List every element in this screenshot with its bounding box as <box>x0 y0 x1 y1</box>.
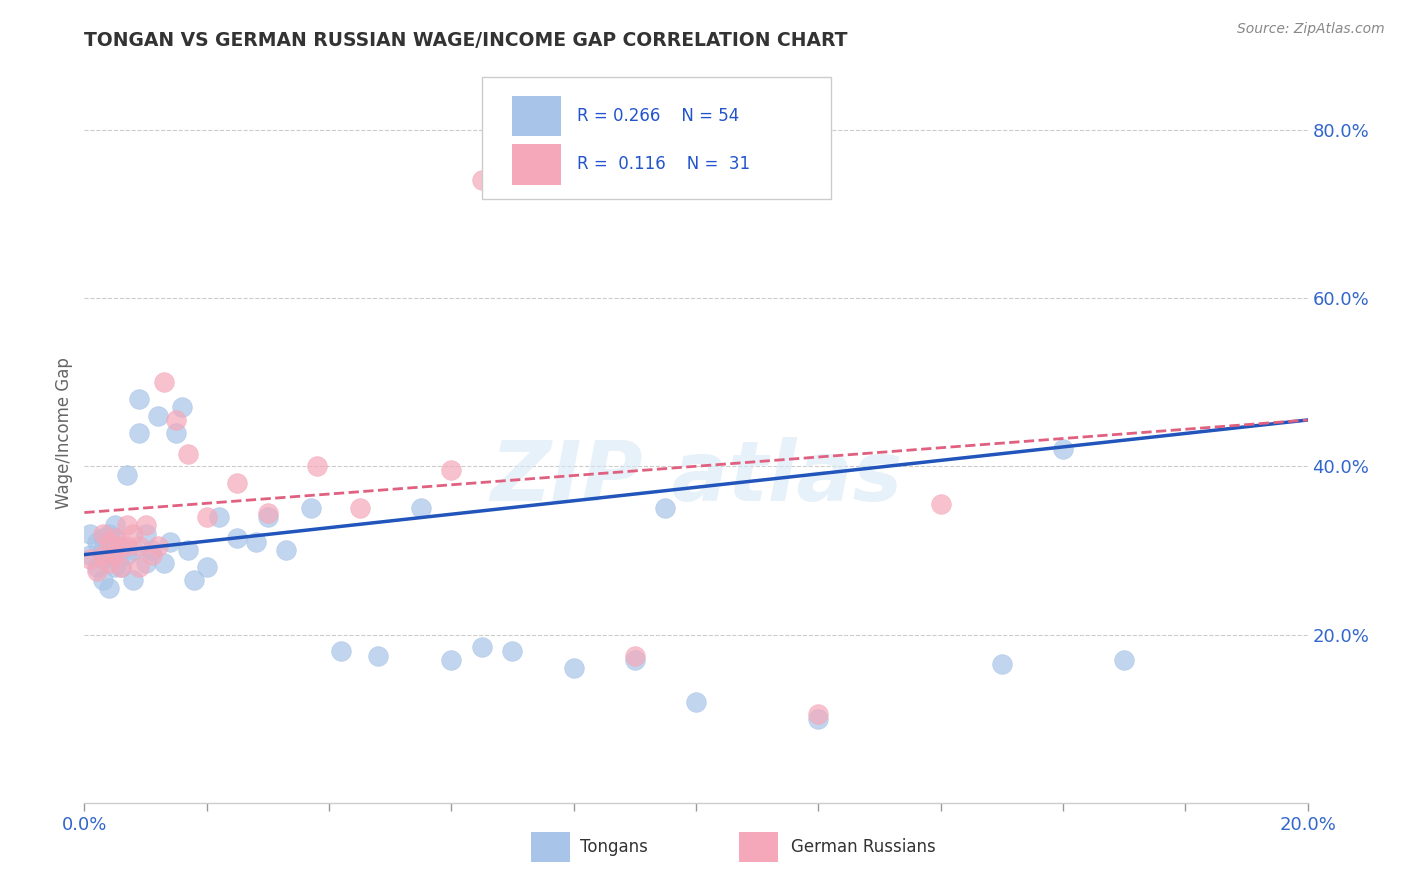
Point <box>440 463 463 477</box>
Point <box>177 447 200 461</box>
Point <box>97 535 120 549</box>
FancyBboxPatch shape <box>482 78 831 200</box>
Point <box>654 501 676 516</box>
Point <box>146 539 169 553</box>
Point <box>86 535 108 549</box>
Point <box>502 644 524 658</box>
Bar <box>513 144 561 185</box>
Point <box>97 581 120 595</box>
Point <box>79 548 101 562</box>
Point <box>409 501 432 516</box>
Point <box>115 548 138 562</box>
Point <box>104 543 127 558</box>
Point <box>91 526 114 541</box>
Point <box>128 425 150 440</box>
Point <box>471 173 494 187</box>
Point <box>110 539 132 553</box>
Point <box>276 543 298 558</box>
Point <box>165 425 187 440</box>
Point <box>141 543 163 558</box>
Bar <box>513 95 561 136</box>
Point <box>128 560 150 574</box>
Point <box>110 560 132 574</box>
Point <box>122 573 145 587</box>
Point <box>195 560 218 574</box>
Point <box>86 565 108 579</box>
Point <box>135 556 157 570</box>
Point <box>115 518 138 533</box>
Point <box>208 509 231 524</box>
Text: German Russians: German Russians <box>792 838 936 856</box>
Point <box>91 543 114 558</box>
Point <box>624 653 647 667</box>
Text: TONGAN VS GERMAN RUSSIAN WAGE/INCOME GAP CORRELATION CHART: TONGAN VS GERMAN RUSSIAN WAGE/INCOME GAP… <box>84 30 848 50</box>
Point <box>128 539 150 553</box>
Point <box>79 526 101 541</box>
Point <box>226 531 249 545</box>
Point <box>115 539 138 553</box>
Point <box>91 551 114 566</box>
Point <box>135 526 157 541</box>
Point <box>1052 442 1074 457</box>
Point <box>122 526 145 541</box>
Point <box>110 543 132 558</box>
Point <box>104 531 127 545</box>
Point <box>807 712 830 726</box>
Point <box>135 518 157 533</box>
Point <box>471 640 494 655</box>
Point <box>104 531 127 545</box>
Point <box>91 573 114 587</box>
Point <box>153 375 176 389</box>
Point <box>991 657 1014 671</box>
Point <box>929 497 952 511</box>
Point <box>141 548 163 562</box>
Point <box>159 535 181 549</box>
Point <box>226 476 249 491</box>
Point <box>440 653 463 667</box>
Y-axis label: Wage/Income Gap: Wage/Income Gap <box>55 357 73 508</box>
Point <box>172 401 194 415</box>
Point <box>562 661 585 675</box>
Point <box>91 548 114 562</box>
Point <box>624 648 647 663</box>
Point <box>177 543 200 558</box>
Point <box>91 531 114 545</box>
Point <box>1114 653 1136 667</box>
Point <box>97 548 120 562</box>
Point <box>97 526 120 541</box>
Point <box>104 548 127 562</box>
Point <box>128 392 150 406</box>
Text: R = 0.266    N = 54: R = 0.266 N = 54 <box>578 107 740 125</box>
Point <box>122 543 145 558</box>
Point <box>86 560 108 574</box>
Text: ZIP atlas: ZIP atlas <box>489 436 903 517</box>
Bar <box>531 832 569 862</box>
Point <box>299 501 322 516</box>
Point <box>685 695 707 709</box>
Point <box>183 573 205 587</box>
Point <box>104 560 127 574</box>
Point <box>110 560 132 574</box>
Text: R =  0.116    N =  31: R = 0.116 N = 31 <box>578 155 751 173</box>
Point <box>257 506 280 520</box>
Point <box>305 459 328 474</box>
Point <box>257 509 280 524</box>
Point <box>195 509 218 524</box>
Point <box>349 501 371 516</box>
Text: Tongans: Tongans <box>579 838 648 856</box>
Bar <box>738 832 778 862</box>
Point <box>165 413 187 427</box>
Point <box>153 556 176 570</box>
Point <box>79 551 101 566</box>
Point <box>104 518 127 533</box>
Point <box>97 556 120 570</box>
Point <box>330 644 353 658</box>
Point <box>146 409 169 423</box>
Point <box>807 707 830 722</box>
Text: Source: ZipAtlas.com: Source: ZipAtlas.com <box>1237 22 1385 37</box>
Point <box>245 535 267 549</box>
Point <box>115 467 138 482</box>
Point <box>367 648 389 663</box>
